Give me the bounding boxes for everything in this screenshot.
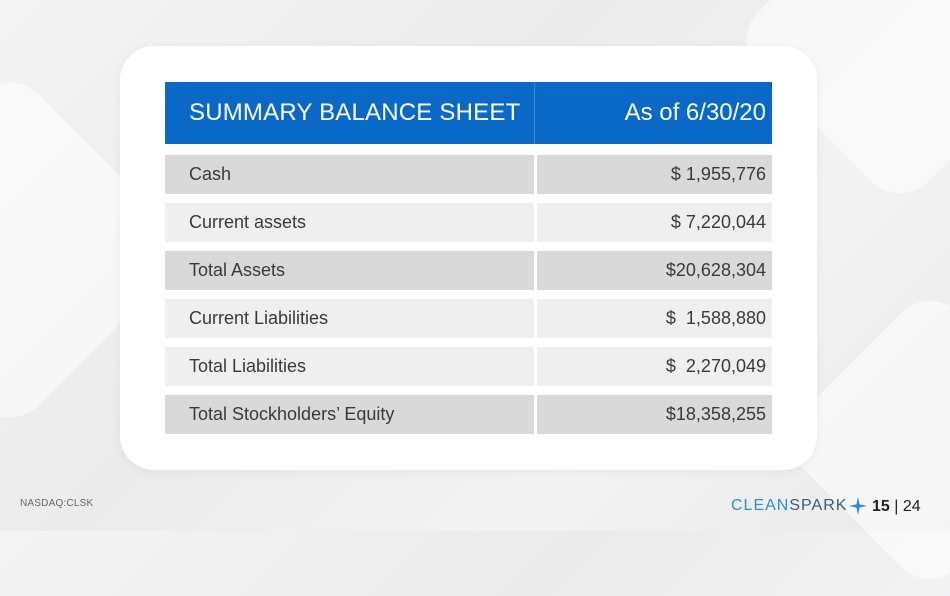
row-value: $ 1,955,776 xyxy=(537,155,772,194)
page-current: 15 xyxy=(872,498,890,515)
cleanspark-logo: CLEAN SPARK xyxy=(731,497,868,515)
row-label: Current assets xyxy=(165,203,534,242)
row-value: $ 7,220,044 xyxy=(537,203,772,242)
row-label: Total Assets xyxy=(165,251,534,290)
page-number: 15 | 24 xyxy=(872,498,921,516)
ticker-label: NASDAQ:CLSK xyxy=(20,498,94,509)
table-date: As of 6/30/20 xyxy=(535,82,772,144)
row-value: $ 1,588,880 xyxy=(537,299,772,338)
row-label: Total Liabilities xyxy=(165,347,534,386)
row-label: Current Liabilities xyxy=(165,299,534,338)
table-row: Current assets $ 7,220,044 xyxy=(165,203,772,242)
table-row: Total Liabilities $ 2,270,049 xyxy=(165,347,772,386)
table-row: Total Assets $20,628,304 xyxy=(165,251,772,290)
row-value: $18,358,255 xyxy=(537,395,772,434)
table-title: SUMMARY BALANCE SHEET xyxy=(165,82,535,144)
table-row: Cash $ 1,955,776 xyxy=(165,155,772,194)
row-label: Total Stockholders’ Equity xyxy=(165,395,534,434)
page-separator: | xyxy=(889,498,903,515)
table-header: SUMMARY BALANCE SHEET As of 6/30/20 xyxy=(165,82,772,144)
logo-text-clean: CLEAN xyxy=(731,497,790,514)
table-row: Current Liabilities $ 1,588,880 xyxy=(165,299,772,338)
row-value: $ 2,270,049 xyxy=(537,347,772,386)
balance-sheet-table: SUMMARY BALANCE SHEET As of 6/30/20 Cash… xyxy=(165,82,772,443)
table-row: Total Stockholders’ Equity $18,358,255 xyxy=(165,395,772,434)
row-value: $20,628,304 xyxy=(537,251,772,290)
logo-text-spark: SPARK xyxy=(789,497,848,514)
page-total: 24 xyxy=(902,498,921,515)
row-label: Cash xyxy=(165,155,534,194)
spark-star-icon xyxy=(849,497,868,515)
